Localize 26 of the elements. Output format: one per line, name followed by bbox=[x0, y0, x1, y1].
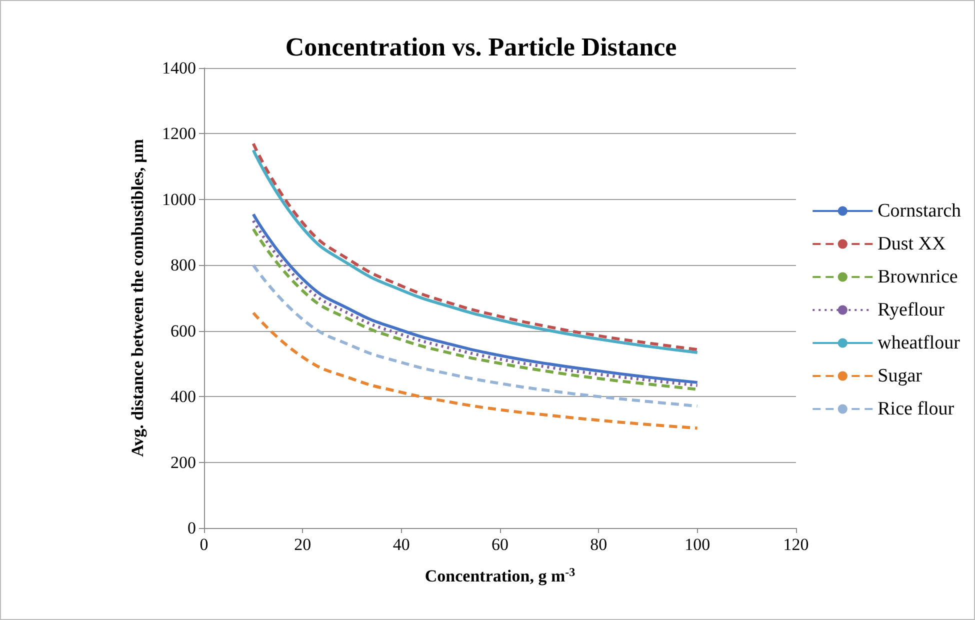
y-tick-label: 1000 bbox=[162, 190, 196, 209]
legend-label: wheatflour bbox=[878, 332, 961, 354]
x-tick-label: 40 bbox=[392, 535, 410, 554]
line-series bbox=[252, 264, 699, 408]
legend-label: Sugar bbox=[878, 366, 923, 386]
y-tick-label: 400 bbox=[170, 387, 196, 406]
x-tick-label: 0 bbox=[200, 535, 208, 554]
legend-label: Dust XX bbox=[878, 234, 946, 254]
x-tick-label: 60 bbox=[492, 535, 508, 554]
y-tick-label: 1200 bbox=[162, 124, 196, 144]
y-tick-label: 800 bbox=[170, 256, 196, 275]
y-tick-label: 0 bbox=[188, 518, 196, 538]
x-tick-label: 120 bbox=[783, 535, 809, 554]
legend-label: Rice flour bbox=[878, 398, 955, 420]
line-series bbox=[252, 311, 699, 430]
y-tick-label: 1400 bbox=[162, 58, 196, 78]
y-tick-label: 600 bbox=[170, 321, 196, 340]
x-tick-label: 80 bbox=[590, 535, 608, 554]
legend-label: Cornstarch bbox=[878, 200, 962, 222]
legend-label: Brownrice bbox=[878, 266, 958, 288]
x-tick-label: 100 bbox=[684, 535, 710, 554]
x-tick-label: 20 bbox=[294, 535, 312, 554]
y-tick-label: 200 bbox=[170, 452, 196, 472]
legend-label: Ryeflour bbox=[878, 300, 946, 320]
chart-title: Concentration vs. Particle Distance bbox=[285, 32, 677, 62]
y-axis-title: Avg. distance between the combustibles, µm bbox=[128, 139, 147, 457]
